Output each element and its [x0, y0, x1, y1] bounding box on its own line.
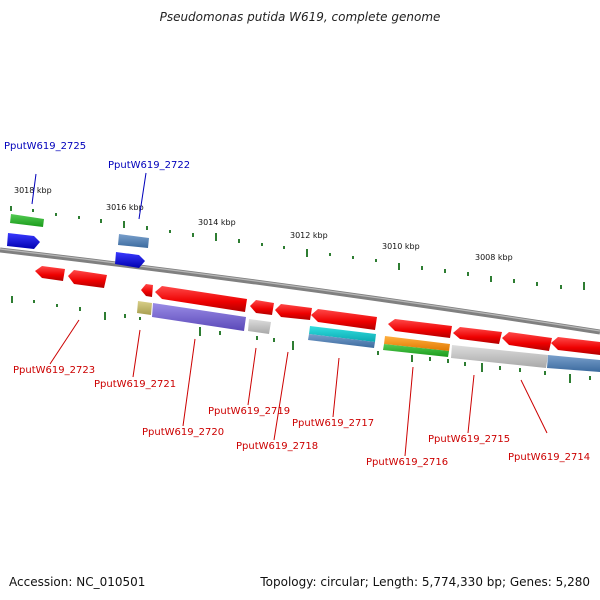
gene-PputW619_2720[interactable] [155, 286, 247, 312]
feature-cog-bar [383, 344, 449, 357]
gene-label[interactable]: PputW619_2719 [208, 406, 290, 417]
tick-label: 3010 kbp [382, 242, 420, 251]
tick-label: 3016 kbp [106, 203, 144, 212]
feature-cog-bar [451, 345, 548, 368]
gene-labels: PputW619_2725 PputW619_2722 PputW619_272… [4, 141, 590, 468]
feature-cog-bar [152, 303, 246, 331]
gene-PputW619_2719[interactable] [250, 300, 274, 315]
gene-label[interactable]: PputW619_2723 [13, 365, 95, 376]
feature-cog-bar [309, 326, 376, 342]
gene-label[interactable]: PputW619_2715 [428, 434, 510, 445]
scale-ticks-inner [11, 296, 591, 383]
feature-cog-bar [10, 214, 44, 227]
map-title: Pseudomonas putida W619, complete genome [159, 10, 441, 24]
feature-cog-bar [137, 301, 152, 315]
gene-label[interactable]: PputW619_2718 [236, 441, 318, 452]
gene-PputW619_2714[interactable] [502, 332, 552, 351]
genome-summary-text: Topology: circular; Length: 5,774,330 bp… [260, 575, 590, 589]
gene-next[interactable] [551, 337, 600, 355]
accession-text: Accession: NC_010501 [9, 575, 146, 589]
tick-label: 3012 kbp [290, 231, 328, 240]
tick-label: 3018 kbp [14, 186, 52, 195]
gene-PputW619_2718[interactable] [275, 304, 312, 320]
scale-labels: 3018 kbp 3016 kbp 3014 kbp 3012 kbp 3010… [14, 186, 513, 262]
feature-cog-bar [308, 334, 375, 348]
reverse-strand-features [35, 266, 600, 372]
tick-label: 3008 kbp [475, 253, 513, 262]
tick-label: 3014 kbp [198, 218, 236, 227]
gene-PputW619_2721[interactable] [141, 284, 153, 297]
feature-cog-bar [384, 336, 450, 351]
feature-cog-bar [248, 319, 271, 334]
gene-PputW619_2723[interactable] [68, 270, 107, 288]
genome-backbone [0, 247, 600, 335]
gene-label[interactable]: PputW619_2725 [4, 141, 86, 152]
feature-cog-bar [547, 355, 600, 372]
gene-PputW619_2717[interactable] [311, 309, 377, 330]
feature-cog-bar [118, 234, 149, 248]
gene-label[interactable]: PputW619_2716 [366, 457, 448, 468]
gene-PputW619_2724[interactable] [35, 266, 65, 281]
gene-label[interactable]: PputW619_2722 [108, 160, 190, 171]
scale-ticks-outer [10, 206, 585, 290]
gene-PputW619_2725[interactable] [7, 233, 40, 249]
gene-label[interactable]: PputW619_2721 [94, 379, 176, 390]
gene-PputW619_2715[interactable] [453, 327, 502, 344]
gene-label[interactable]: PputW619_2720 [142, 427, 224, 438]
forward-strand-features [7, 214, 149, 268]
gene-PputW619_2716[interactable] [388, 319, 452, 338]
label-leaders [31, 172, 548, 457]
gene-PputW619_2722[interactable] [115, 252, 145, 268]
gene-label[interactable]: PputW619_2714 [508, 452, 590, 463]
gene-label[interactable]: PputW619_2717 [292, 418, 374, 429]
